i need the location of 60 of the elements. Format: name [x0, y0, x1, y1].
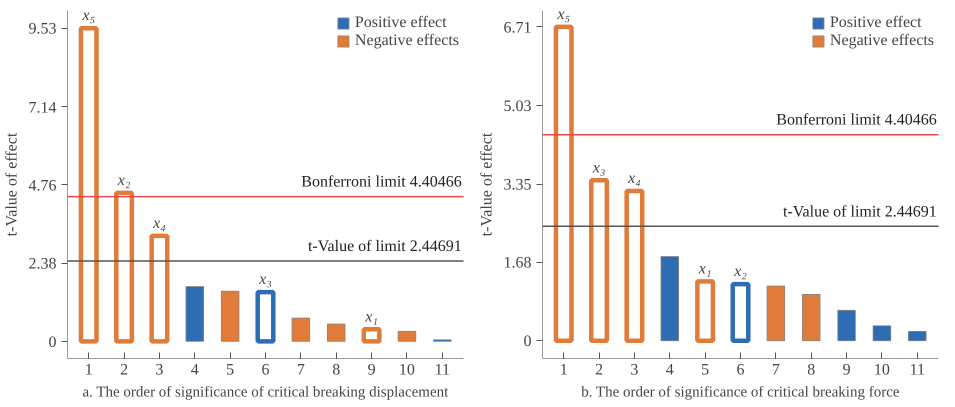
y-tick-label: 3.35 [504, 176, 532, 194]
annotation: x₄ [152, 214, 166, 232]
x-tick-label: 6 [262, 362, 270, 378]
y-tick-label: 1.68 [504, 254, 532, 272]
x-tick-label: 3 [630, 362, 638, 378]
y-tick-label: 9.53 [28, 20, 56, 38]
y-axis-title: t-Value of effect [478, 132, 496, 236]
bar [766, 286, 786, 342]
x-tick-label: 5 [226, 362, 234, 378]
x-tick-label: 9 [842, 362, 851, 378]
legend-label: Positive effect [830, 14, 922, 32]
annotation: x₃ [592, 159, 606, 176]
legend-label: Positive effect [354, 14, 447, 32]
annotation: x₂ [116, 172, 131, 189]
x-tick-label: 11 [910, 362, 925, 378]
annotation: x₃ [258, 271, 272, 288]
x-tick-label: 4 [190, 362, 199, 378]
bar [660, 256, 680, 342]
x-tick-label: 10 [398, 362, 415, 378]
legend-label: Negative effects [830, 32, 934, 50]
legend-label: Negative effects [354, 32, 459, 50]
y-tick-label: 2.38 [28, 256, 56, 273]
bar [837, 310, 856, 342]
annotation: x₂ [733, 263, 748, 280]
y-tick-label: 6.71 [504, 19, 532, 36]
x-tick-label: 4 [666, 362, 674, 378]
x-tick-label: 7 [772, 362, 780, 378]
x-tick-label: 5 [701, 362, 710, 378]
bar [802, 294, 820, 342]
x-tick-label: 8 [807, 362, 816, 378]
text: b. The order of significance of critical breaking force [581, 384, 900, 400]
y-tick-label: 7.14 [28, 99, 56, 116]
x-tick-label: 1 [560, 362, 568, 378]
x-tick-label: 10 [874, 362, 890, 378]
x-tick-label: 7 [296, 362, 305, 378]
x-tick-label: 3 [155, 362, 164, 378]
text: a. The order of significance of critical breaking displacement [82, 384, 450, 400]
y-tick-label: 4.76 [28, 177, 56, 194]
x-tick-label: 8 [332, 362, 340, 378]
annotation: x₄ [627, 170, 641, 188]
x-tick-label: 6 [736, 362, 744, 378]
x-tick-label: 1 [84, 362, 93, 378]
x-tick-label: 9 [368, 362, 376, 378]
y-tick-label: 5.03 [504, 98, 532, 115]
ref-line-label: Bonferroni limit 4.40466 [776, 112, 937, 129]
bar [908, 330, 927, 342]
annotation: x₁ [698, 260, 712, 278]
annotation: x₅ [81, 7, 96, 24]
y-axis-title: t-Value of effect [4, 132, 20, 236]
x-tick-label: 11 [434, 362, 450, 378]
y-tick-label: 0 [48, 334, 56, 351]
y-tick-label: 0 [524, 333, 532, 350]
x-tick-label: 2 [120, 362, 128, 378]
ref-line-label: t-Value of limit 2.44691 [782, 203, 937, 220]
x-tick-label: 2 [595, 362, 604, 378]
annotation: x₅ [556, 6, 570, 23]
ref-line-label: t-Value of limit 2.44691 [308, 238, 462, 256]
ref-line-label: Bonferroni limit 4.40466 [301, 174, 462, 191]
bar [872, 325, 892, 342]
annotation: x₁ [364, 308, 378, 326]
